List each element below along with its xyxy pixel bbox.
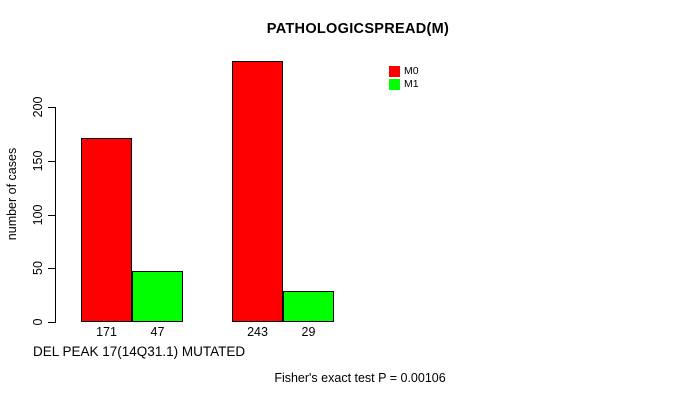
bar-value-label: 243 <box>247 325 268 339</box>
y-axis-label: number of cases <box>5 147 19 241</box>
y-tick-label: 50 <box>31 261 45 276</box>
x-axis-label: DEL PEAK 17(14Q31.1) MUTATED <box>33 344 246 359</box>
y-tick-label: 200 <box>31 96 45 118</box>
y-tick <box>48 214 55 216</box>
legend: M0 M1 <box>389 65 419 91</box>
y-tick-label: 100 <box>31 204 45 225</box>
bar-m0-group1 <box>81 138 132 322</box>
legend-label-m1: M1 <box>404 78 419 90</box>
legend-swatch-m0 <box>389 66 400 77</box>
y-tick-label: 0 <box>31 318 45 326</box>
bar-m1-group2 <box>283 290 334 322</box>
y-tick <box>48 160 55 162</box>
bar-value-label: 47 <box>150 325 165 339</box>
y-tick <box>48 107 55 108</box>
y-tick-label: 150 <box>31 150 45 172</box>
bar-value-label: 29 <box>301 325 316 339</box>
chart-title: PATHOLOGICSPREAD(M) <box>266 21 450 37</box>
y-axis-line <box>55 107 56 323</box>
y-tick <box>48 268 55 270</box>
y-tick <box>48 322 55 323</box>
legend-entry-m1: M1 <box>389 78 419 91</box>
bar-m1-group1 <box>132 271 183 322</box>
bar-m0-group2 <box>232 60 283 322</box>
legend-swatch-m1 <box>389 79 400 90</box>
annotation-text: Fisher's exact test P = 0.00106 <box>274 371 446 385</box>
legend-entry-m0: M0 <box>389 65 419 78</box>
legend-label-m0: M0 <box>404 65 419 77</box>
bar-value-label: 171 <box>96 325 117 339</box>
